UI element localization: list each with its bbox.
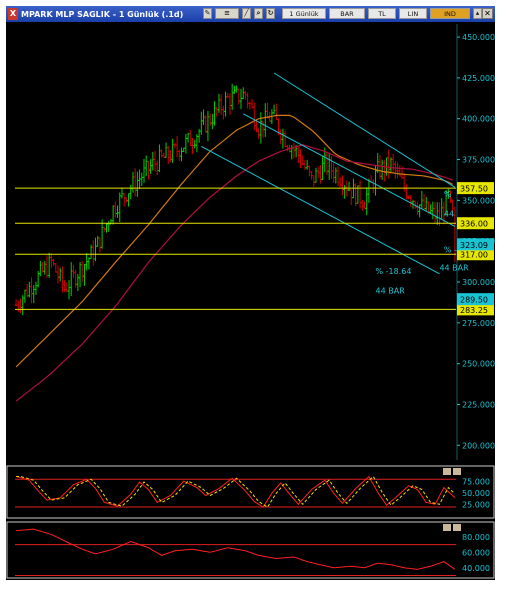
refresh-icon[interactable]: ↻ — [266, 8, 275, 19]
scale-select[interactable]: LIN — [399, 8, 427, 19]
chart-area[interactable]: 200.000225.000250.000275.000300.000325.0… — [6, 22, 495, 580]
indicator-select[interactable]: IND — [430, 8, 470, 19]
panel-close-icon — [453, 524, 461, 531]
price-tag-label: 289.50 — [460, 296, 488, 305]
oscillator-axis-tick-label: 60.000 — [462, 548, 490, 557]
close-icon[interactable]: ✕ — [482, 8, 493, 19]
moving-average-fast — [15, 114, 453, 368]
stochastic-k-line — [15, 475, 456, 508]
panel-border — [6, 521, 495, 579]
period-select[interactable]: 1 Günlük — [282, 8, 326, 19]
channel-annotation: % -18.64 — [376, 267, 412, 276]
app-icon: X — [8, 8, 18, 20]
price-axis-tick-label: 400.000 — [462, 115, 495, 124]
currency-select[interactable]: TL — [368, 8, 396, 19]
price-axis-tick-label: 225.000 — [462, 400, 495, 409]
channel-line-middle — [242, 113, 456, 227]
minimize-icon[interactable]: ▴ — [473, 8, 482, 19]
horizontal-level-label: 357.50 — [460, 185, 488, 194]
title-bar: X MPARK MLP SAGLIK - 1 Günlük (.1d) ✎ ≡ … — [6, 6, 495, 22]
panel-border — [6, 465, 495, 519]
horizontal-level-tag — [457, 182, 494, 195]
channel-annotation: 44 BAR — [439, 264, 469, 273]
price-axis-tick-label: 300.000 — [462, 278, 495, 287]
chart-background — [6, 22, 495, 580]
oscillator-axis-tick-label: 80.000 — [462, 533, 490, 542]
panel-settings-icon — [443, 468, 451, 475]
oscillator-axis-tick-label: 50.000 — [462, 489, 490, 498]
price-axis-tick-label: 375.000 — [462, 156, 495, 165]
pencil-icon[interactable]: ✎ — [203, 8, 212, 19]
window-title: MPARK MLP SAGLIK - 1 Günlük (.1d) — [21, 9, 184, 19]
horizontal-level-label: 317.00 — [460, 251, 488, 260]
stochastic-panel: 25.000 50.000 75.000 — [6, 465, 495, 519]
rsi-panel: 40.000 60.000 80.000 — [6, 521, 495, 579]
zoom-icon[interactable]: ⌕ — [254, 8, 263, 19]
price-axis-tick-label: 250.000 — [462, 360, 495, 369]
price-axis-tick-label: 350.000 — [462, 196, 495, 205]
channel-annotation: % - — [444, 246, 457, 255]
channel-annotation: % — [444, 190, 452, 199]
panel-close-icon — [453, 468, 461, 475]
oscillator-axis-tick-label: 40.000 — [462, 564, 490, 573]
channel-line-lower — [201, 146, 440, 275]
rsi-line — [16, 528, 456, 570]
price-axis-tick-label: 275.000 — [462, 319, 495, 328]
price-axis-tick-label: 425.000 — [462, 74, 495, 83]
price-tag — [457, 238, 494, 251]
line-tool-icon[interactable]: ╱ — [242, 8, 251, 19]
moving-average-slow — [15, 144, 453, 402]
horizontal-level-label: 283.25 — [460, 306, 488, 315]
channel-annotation: 44 — [444, 210, 454, 219]
fibonacci-icon[interactable]: ≡ — [215, 8, 239, 19]
price-axis-tick-label: 200.000 — [462, 441, 495, 450]
chart-type-select[interactable]: BAR — [329, 8, 365, 19]
price-panel: 200.000225.000250.000275.000300.000325.0… — [14, 24, 495, 460]
horizontal-level-tag — [457, 248, 494, 261]
oscillator-axis-tick-label: 75.000 — [462, 478, 490, 487]
panel-settings-icon — [443, 524, 451, 531]
price-tag-label: 323.09 — [460, 241, 488, 250]
stochastic-d-line — [16, 475, 456, 508]
channel-annotation: 44 BAR — [376, 286, 406, 295]
price-axis-tick-label: 450.000 — [462, 33, 495, 42]
horizontal-level-tag — [457, 303, 494, 316]
channel-line-upper — [273, 72, 456, 188]
oscillator-axis-tick-label: 25.000 — [462, 501, 490, 510]
horizontal-level-tag — [457, 217, 494, 230]
price-tag — [457, 293, 494, 306]
horizontal-level-label: 336.00 — [460, 220, 488, 229]
